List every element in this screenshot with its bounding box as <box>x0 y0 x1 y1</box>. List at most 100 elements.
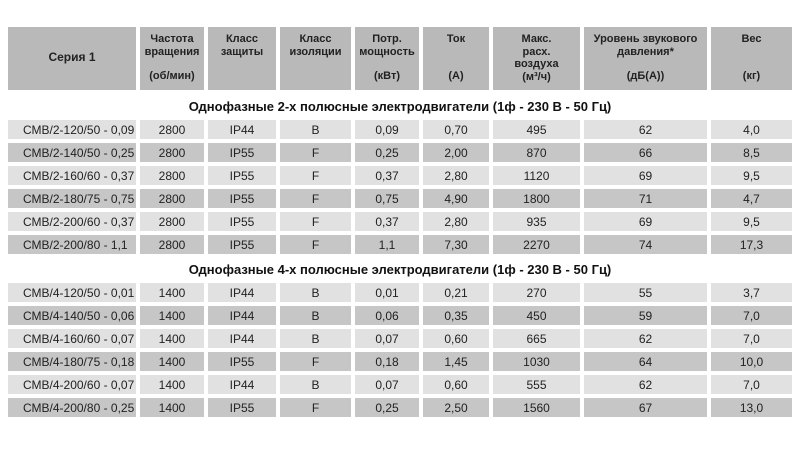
cell-value: IP55 <box>208 212 276 231</box>
cell-value: 1,1 <box>355 235 419 254</box>
cell-series-name: СМВ/4-180/75 - 0,18 <box>8 352 136 371</box>
cell-value: B <box>280 283 351 302</box>
cell-value: 0,01 <box>355 283 419 302</box>
cell-value: 1400 <box>140 352 204 371</box>
cell-value: 1400 <box>140 375 204 394</box>
cell-value: IP55 <box>208 189 276 208</box>
cell-value: IP44 <box>208 329 276 348</box>
cell-value: IP44 <box>208 306 276 325</box>
section-header-0: Однофазные 2-х полюсные электродвигатели… <box>8 95 792 117</box>
cell-value: 2270 <box>493 235 580 254</box>
cell-value: 0,60 <box>423 329 489 348</box>
column-unit: (кВт) <box>373 70 401 83</box>
header-cell-0: Частота вращения (об/мин) <box>140 27 204 90</box>
cell-value: 2,80 <box>423 166 489 185</box>
column-unit: (А) <box>448 70 464 83</box>
cell-value: 1400 <box>140 306 204 325</box>
cell-value: 17,3 <box>711 235 792 254</box>
cell-value: 1030 <box>493 352 580 371</box>
column-title-series: Серия 1 <box>48 50 96 65</box>
cell-value: 1400 <box>140 398 204 417</box>
cell-value: 0,37 <box>355 166 419 185</box>
cell-value: 62 <box>584 329 707 348</box>
table-row: СМВ/4-200/80 - 0,25 1400 IP55 F 0,25 2,50 1560… <box>8 398 792 417</box>
cell-value: 2800 <box>140 143 204 162</box>
cell-value: IP55 <box>208 166 276 185</box>
cell-value: 0,18 <box>355 352 419 371</box>
motor-spec-table: Серия 1 Частота вращения (об/мин) Класс за… <box>8 27 792 417</box>
cell-value: 665 <box>493 329 580 348</box>
header-cell-4: Ток (А) <box>423 27 489 90</box>
column-unit: (м³/ч) <box>522 70 551 83</box>
cell-value: 8,5 <box>711 143 792 162</box>
table-row: СМВ/4-140/50 - 0,06 1400 IP44 B 0,06 0,35 450 5… <box>8 306 792 325</box>
cell-series-name: СМВ/2-200/80 - 1,1 <box>8 235 136 254</box>
cell-series-name: СМВ/4-200/60 - 0,07 <box>8 375 136 394</box>
header-cell-6: Уровень звукового давления* (дБ(А)) <box>584 27 707 90</box>
cell-value: 9,5 <box>711 212 792 231</box>
header-cell-series: Серия 1 <box>8 27 136 90</box>
table-row: СМВ/4-160/60 - 0,07 1400 IP44 B 0,07 0,60 665 6… <box>8 329 792 348</box>
cell-value: 0,60 <box>423 375 489 394</box>
column-unit: (об/мин) <box>149 70 195 83</box>
cell-value: 7,0 <box>711 329 792 348</box>
cell-value: 1560 <box>493 398 580 417</box>
cell-value: 1800 <box>493 189 580 208</box>
cell-series-name: СМВ/2-160/60 - 0,37 <box>8 166 136 185</box>
column-title: Частота вращения <box>144 33 200 58</box>
cell-value: 0,25 <box>355 398 419 417</box>
cell-value: 4,7 <box>711 189 792 208</box>
section-header-1: Однофазные 4-х полюсные электродвигатели… <box>8 258 792 280</box>
cell-value: 59 <box>584 306 707 325</box>
cell-value: 270 <box>493 283 580 302</box>
table-row: СМВ/2-200/60 - 0,37 2800 IP55 F 0,37 2,80 935 6… <box>8 212 792 231</box>
cell-value: F <box>280 212 351 231</box>
table-row: СМВ/4-180/75 - 0,18 1400 IP55 F 0,18 1,45 1030… <box>8 352 792 371</box>
cell-value: 55 <box>584 283 707 302</box>
cell-series-name: СМВ/4-200/80 - 0,25 <box>8 398 136 417</box>
cell-value: 0,35 <box>423 306 489 325</box>
cell-value: 0,37 <box>355 212 419 231</box>
cell-value: 2800 <box>140 166 204 185</box>
cell-value: 555 <box>493 375 580 394</box>
cell-value: 935 <box>493 212 580 231</box>
cell-value: 62 <box>584 375 707 394</box>
cell-value: F <box>280 398 351 417</box>
table-row: СМВ/4-120/50 - 0,01 1400 IP44 B 0,01 0,21 270 5… <box>8 283 792 302</box>
cell-value: 4,0 <box>711 120 792 139</box>
cell-value: 0,70 <box>423 120 489 139</box>
cell-value: 2800 <box>140 120 204 139</box>
column-title: Уровень звукового давления* <box>593 33 698 58</box>
cell-value: 0,06 <box>355 306 419 325</box>
column-title: Вес <box>741 33 762 45</box>
table-header-row: Серия 1 Частота вращения (об/мин) Класс за… <box>8 27 792 90</box>
column-title: Класс защиты <box>220 33 264 58</box>
cell-value: 2800 <box>140 212 204 231</box>
cell-value: 1400 <box>140 329 204 348</box>
header-cell-3: Потр. мощность (кВт) <box>355 27 419 90</box>
cell-value: 69 <box>584 166 707 185</box>
header-cell-7: Вес (кг) <box>711 27 792 90</box>
cell-value: 7,30 <box>423 235 489 254</box>
cell-value: F <box>280 235 351 254</box>
cell-value: 2,50 <box>423 398 489 417</box>
cell-value: 450 <box>493 306 580 325</box>
column-unit: (кг) <box>742 70 761 83</box>
cell-value: F <box>280 352 351 371</box>
table-row: СМВ/2-140/50 - 0,25 2800 IP55 F 0,25 2,00 870 6… <box>8 143 792 162</box>
table-row: СМВ/2-120/50 - 0,09 2800 IP44 B 0,09 0,70 495 6… <box>8 120 792 139</box>
cell-value: 2800 <box>140 235 204 254</box>
cell-series-name: СМВ/2-200/60 - 0,37 <box>8 212 136 231</box>
cell-value: 67 <box>584 398 707 417</box>
cell-value: 2800 <box>140 189 204 208</box>
table-body: Однофазные 2-х полюсные электродвигатели… <box>8 95 792 417</box>
cell-value: 74 <box>584 235 707 254</box>
cell-value: 9,5 <box>711 166 792 185</box>
cell-value: 2,80 <box>423 212 489 231</box>
table-row: СМВ/2-160/60 - 0,37 2800 IP55 F 0,37 2,80 1120… <box>8 166 792 185</box>
cell-value: 0,25 <box>355 143 419 162</box>
cell-value: B <box>280 120 351 139</box>
cell-value: 0,07 <box>355 329 419 348</box>
cell-value: B <box>280 329 351 348</box>
cell-value: IP55 <box>208 235 276 254</box>
